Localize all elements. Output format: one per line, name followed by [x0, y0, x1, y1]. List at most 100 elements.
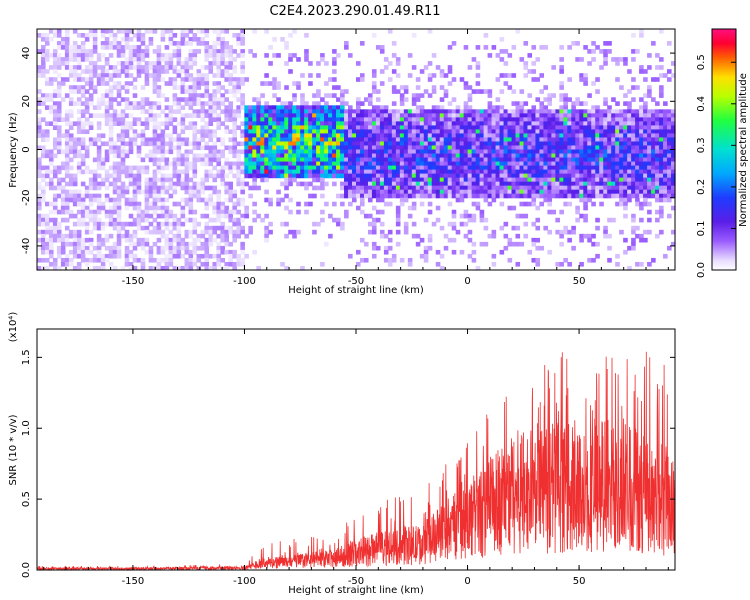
- spectrogram-cell: [96, 181, 102, 187]
- spectrogram-cell: [216, 261, 222, 267]
- spectrogram-cell: [64, 165, 70, 171]
- spectrogram-cell: [427, 93, 433, 98]
- spectrogram-cell: [168, 29, 174, 34]
- spectrogram-cell: [256, 113, 261, 118]
- spectrogram-cell: [40, 165, 46, 171]
- spectrogram-cell: [579, 57, 584, 62]
- spectrogram-cell: [447, 153, 453, 159]
- spectrogram-cell: [256, 141, 261, 147]
- spectrogram-cell: [531, 169, 537, 175]
- spectrogram-cell: [607, 177, 612, 183]
- spectrogram-cell: [483, 173, 489, 179]
- spectrogram-cell: [140, 265, 146, 271]
- spectrogram-cell: [260, 81, 265, 86]
- spectrogram-cell: [411, 185, 417, 191]
- spectrogram-cell: [535, 169, 541, 175]
- spectrogram-cell: [228, 229, 233, 235]
- spectrogram-cell: [507, 113, 513, 118]
- spectrogram-cell: [587, 61, 592, 66]
- spectrogram-cell: [176, 101, 182, 106]
- spectrogram-cell: [383, 185, 389, 191]
- spectrogram-cell: [539, 193, 545, 199]
- spectrogram-cell: [144, 229, 150, 235]
- spectrogram-cell: [455, 145, 461, 151]
- spectrogram-cell: [483, 141, 489, 147]
- spectrogram-cell: [523, 113, 529, 118]
- spectrogram-cell: [216, 33, 222, 38]
- spectrogram-cell: [555, 137, 560, 143]
- spectrogram-cell: [623, 177, 628, 183]
- spectrogram-cell: [348, 133, 353, 139]
- spectrogram-cell: [583, 197, 588, 203]
- spectrogram-cell: [156, 165, 162, 171]
- spectrogram-cell: [507, 237, 513, 243]
- spectrogram-cell: [192, 261, 198, 267]
- spectrogram-cell: [507, 181, 513, 187]
- spectrogram-cell: [631, 33, 636, 38]
- spectrogram-cell: [479, 213, 485, 219]
- spectrogram-cell: [647, 121, 652, 126]
- spectrogram-cell: [92, 253, 98, 259]
- spectrogram-cell: [607, 161, 612, 167]
- spectrogram-cell: [615, 189, 620, 195]
- spectrogram-cell: [72, 221, 78, 227]
- spectrogram-cell: [164, 241, 170, 247]
- spectrogram-cell: [236, 177, 241, 183]
- spectrogram-cell: [52, 53, 58, 58]
- spectrogram-cell: [292, 133, 297, 139]
- spectrogram-cell: [631, 177, 636, 183]
- spectrogram-cell: [144, 53, 150, 58]
- spectrogram-cell: [84, 97, 90, 102]
- spectrogram-cell: [256, 129, 261, 135]
- spectrogram-cell: [196, 233, 202, 239]
- spectrogram-cell: [208, 93, 214, 98]
- spectrogram-cell: [348, 185, 353, 191]
- spectrogram-cell: [108, 105, 114, 110]
- spectrogram-cell: [76, 77, 82, 82]
- spectrogram-cell: [511, 137, 517, 143]
- spectrogram-cell: [80, 121, 86, 126]
- spectrogram-cell: [435, 117, 441, 122]
- spectrogram-cell: [48, 105, 54, 110]
- spectrogram-cell: [471, 181, 477, 187]
- spectrogram-cell: [204, 89, 210, 94]
- spectrogram-cell: [483, 177, 489, 183]
- spectrogram-cell: [371, 129, 377, 135]
- spectrogram-cell: [607, 233, 612, 239]
- spectrogram-cell: [56, 65, 62, 70]
- spectrogram-cell: [599, 145, 604, 151]
- spectrogram-cell: [44, 225, 50, 231]
- spectrogram-cell: [579, 165, 584, 171]
- spectrogram-cell: [120, 125, 126, 131]
- spectrogram-cell: [184, 165, 190, 171]
- spectrogram-cell: [579, 193, 584, 199]
- spectrogram-cell: [144, 77, 150, 82]
- spectrogram-cell: [635, 129, 640, 135]
- spectrogram-cell: [308, 133, 313, 139]
- spectrogram-cell: [423, 165, 429, 171]
- spectrogram-cell: [487, 113, 493, 118]
- spectrogram-cell: [328, 149, 333, 155]
- spectrogram-cell: [84, 261, 90, 267]
- spectrogram-cell: [635, 49, 640, 54]
- spectrogram-cell: [595, 185, 600, 191]
- spectrogram-cell: [363, 157, 369, 163]
- spectrogram-cell: [543, 117, 548, 122]
- spectrogram-cell: [519, 141, 525, 147]
- spectrogram-cell: [72, 173, 78, 179]
- spectrogram-cell: [108, 173, 114, 179]
- spectrogram-cell: [244, 105, 249, 110]
- spectrogram-cell: [467, 145, 473, 151]
- spectrogram-cell: [639, 137, 644, 143]
- spectrogram-cell: [228, 81, 233, 86]
- spectrogram-cell: [619, 117, 624, 122]
- spectrogram-cell: [100, 73, 106, 78]
- spectrogram-cell: [607, 109, 612, 114]
- spectrogram-cell: [200, 105, 206, 110]
- spectrogram-cell: [164, 197, 170, 203]
- spectrogram-cell: [631, 141, 636, 147]
- spectrogram-cell: [116, 145, 122, 151]
- spectrogram-cell: [168, 41, 174, 46]
- spectrogram-cell: [375, 161, 381, 167]
- spectrogram-cell: [651, 137, 656, 143]
